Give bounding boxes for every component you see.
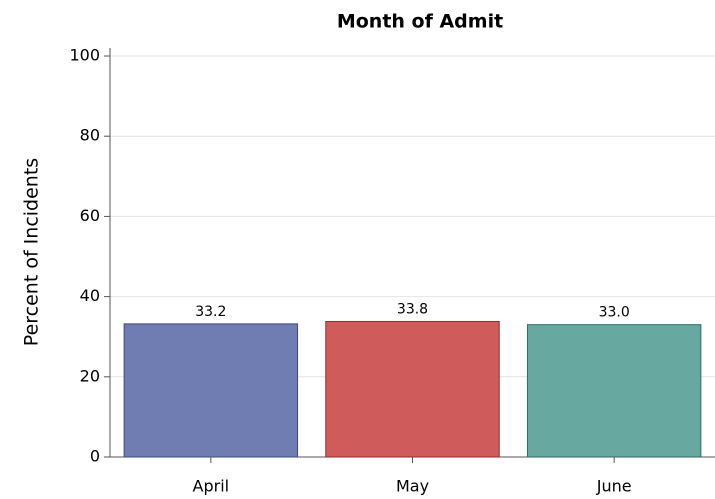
- y-tick-label: 40: [80, 286, 100, 305]
- bar: [325, 320, 500, 458]
- x-tick-label: April: [193, 477, 230, 496]
- y-tick-label: 100: [69, 46, 100, 65]
- y-tick-label: 80: [80, 126, 100, 145]
- x-tick-label: June: [596, 477, 632, 496]
- x-tick-label: May: [396, 477, 429, 496]
- bar: [123, 323, 299, 458]
- value-label: 33.2: [195, 304, 226, 320]
- chart-title: Month of Admit: [337, 11, 503, 33]
- y-axis-label: Percent of Incidents: [21, 158, 43, 346]
- value-label: 33.8: [397, 301, 428, 317]
- value-label: 33.0: [599, 305, 630, 321]
- y-tick-label: 60: [80, 206, 100, 225]
- bar: [526, 324, 702, 458]
- y-tick-label: 20: [80, 366, 100, 385]
- y-tick-label: 0: [90, 447, 100, 466]
